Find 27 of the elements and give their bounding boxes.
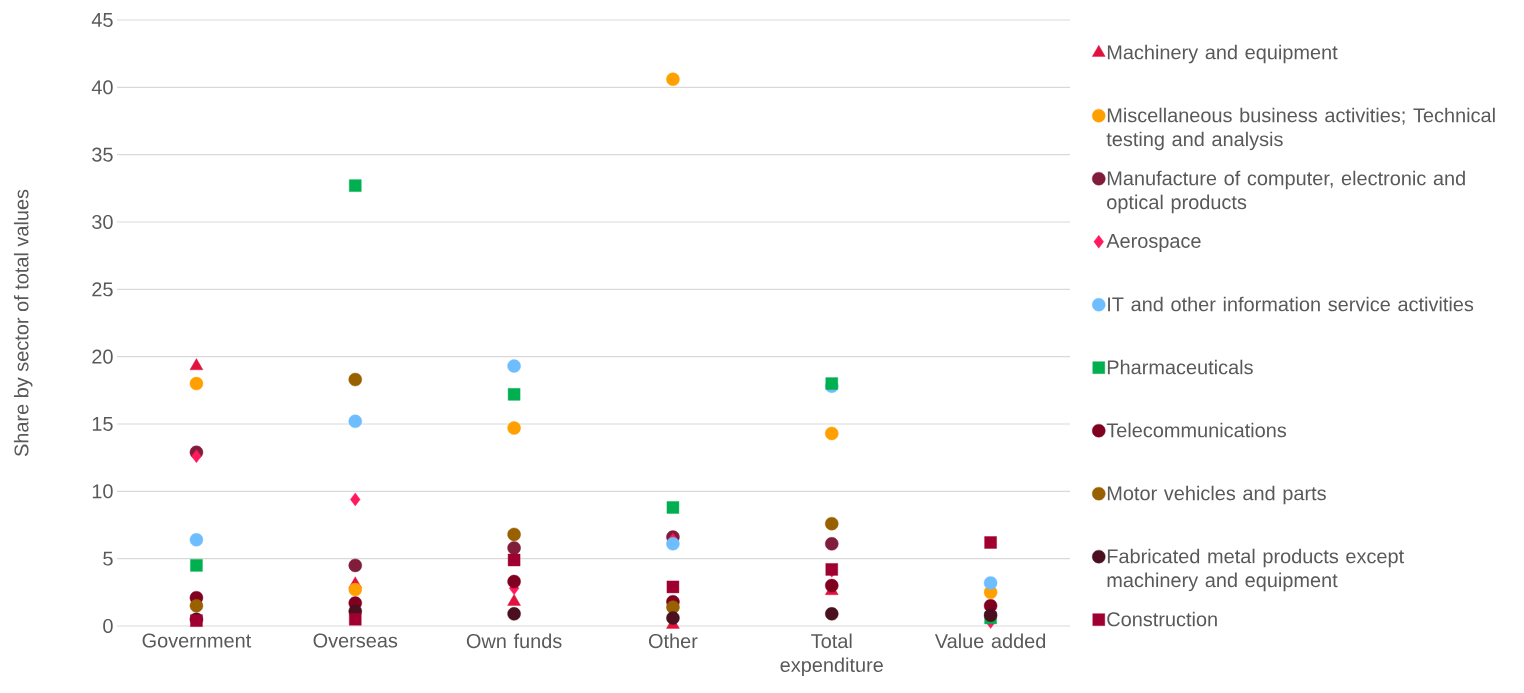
y-tick-label: 40	[91, 80, 113, 95]
y-tick-label: 25	[92, 282, 113, 297]
y-tick-label: 15	[92, 417, 113, 431]
y-axis-title: Share by sector of total values	[13, 189, 33, 457]
legend-label: Motor vehicles and parts	[1107, 485, 1326, 505]
y-tick-label: 10	[92, 484, 113, 499]
legend-label: Construction	[1107, 611, 1217, 627]
y-tick-label: 20	[92, 349, 113, 364]
y-tick-label: 35	[92, 147, 113, 162]
y-tick-label: 5	[103, 551, 113, 566]
x-tick-label: Value added	[934, 633, 1046, 649]
x-tick-label: Overseas	[313, 633, 398, 648]
legend-label: Machinery and equipment	[1107, 44, 1338, 64]
y-tick-label: 0	[103, 618, 113, 634]
x-tick-label: Other	[648, 633, 698, 649]
legend-label: Pharmaceuticals	[1107, 359, 1253, 375]
y-tick-label: 30	[92, 214, 113, 230]
legend-label: Manufacture of computer, electronic and optical products	[1107, 170, 1465, 214]
y-tick-label: 45	[91, 13, 113, 27]
legend-label: Miscellaneous business activities; Technical testing and analysis	[1106, 107, 1495, 151]
legend-label: Fabricated metal products except machinery and equipment	[1107, 548, 1404, 592]
legend-label: IT and other information service activities	[1108, 296, 1474, 312]
legend-label: Aerospace	[1106, 234, 1201, 252]
x-tick-label: Government	[142, 633, 252, 648]
x-tick-label: Total expenditure	[780, 633, 883, 676]
legend-label: Telecommunications	[1106, 422, 1287, 438]
x-tick-label: Own funds	[466, 633, 562, 649]
